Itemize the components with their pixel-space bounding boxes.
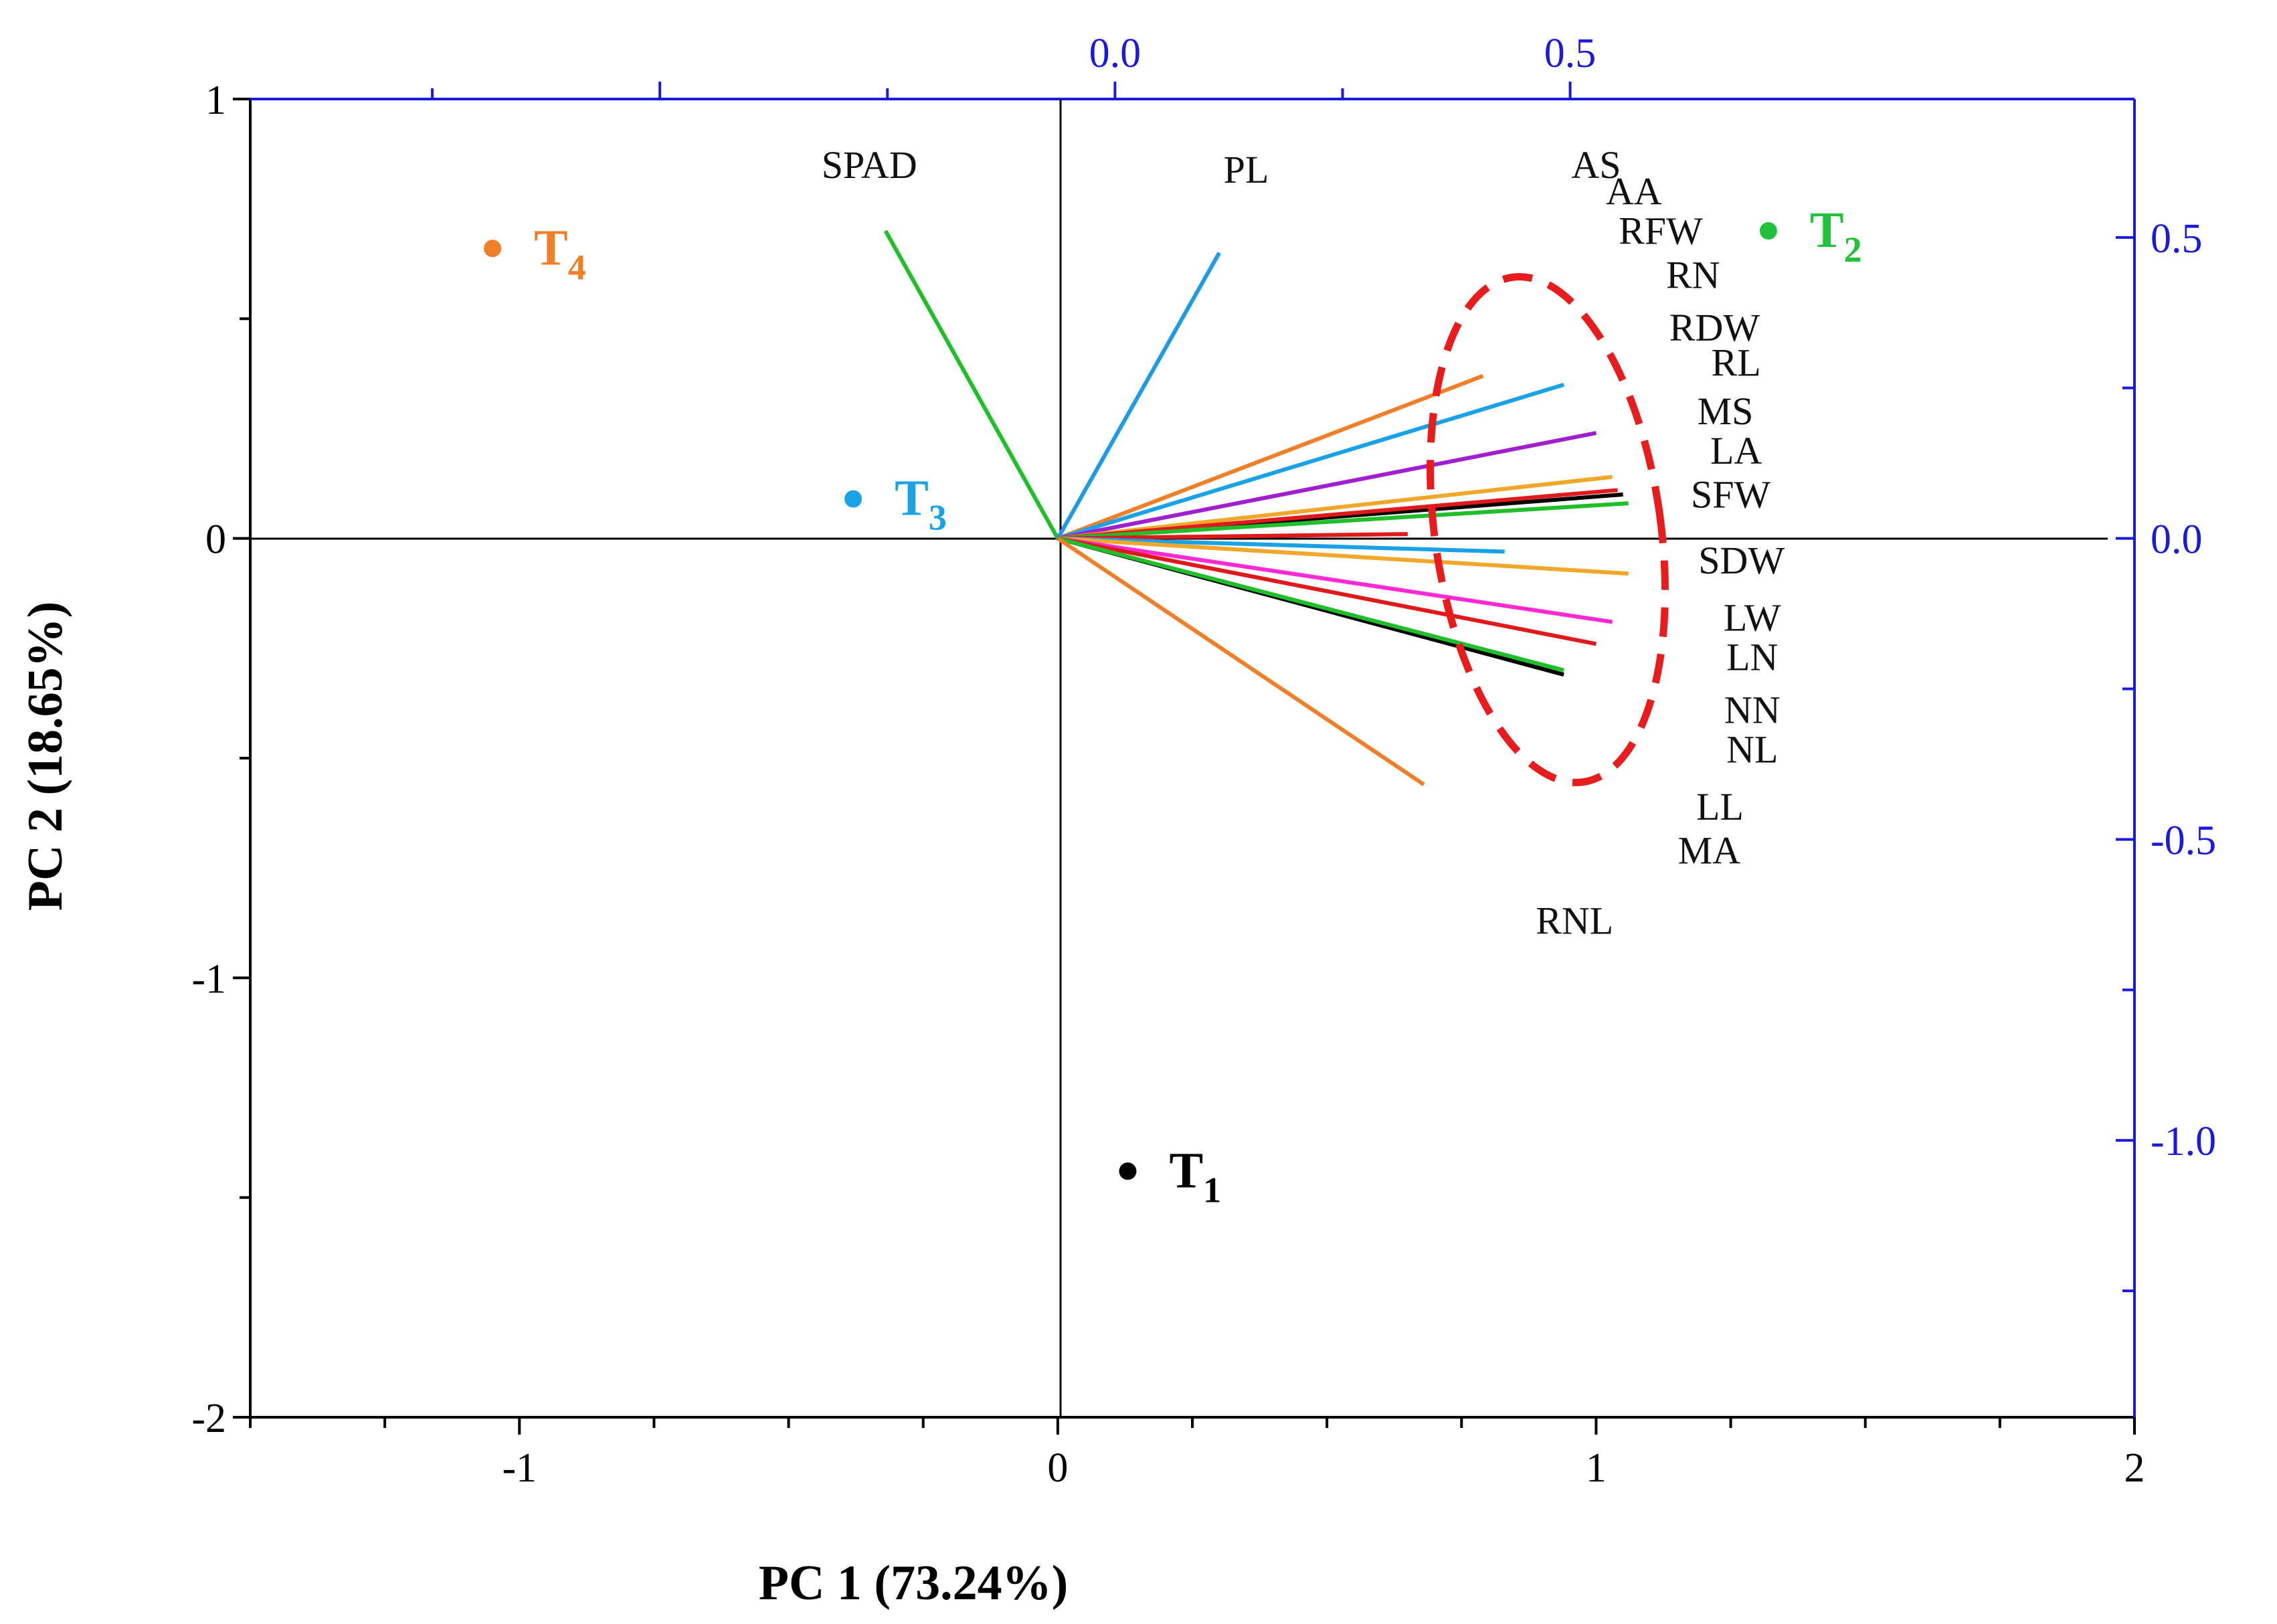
variable-label: MA — [1678, 829, 1741, 873]
variable-label: NN — [1724, 688, 1781, 731]
loading-vector — [1057, 431, 1597, 541]
right-tick-label: -0.5 — [2151, 818, 2216, 863]
treatment-point — [1119, 1162, 1137, 1180]
loading-vector — [1057, 536, 1629, 576]
right-ticks: 0.5 0.0 -0.5 -1.0 — [2116, 216, 2216, 1293]
variable-label: MS — [1698, 389, 1754, 433]
x-tick-label: -1 — [502, 1445, 537, 1491]
right-tick-label: 0.5 — [2151, 216, 2203, 262]
treatment-label: T1 — [1169, 1142, 1221, 1210]
variable-label: SPAD — [822, 143, 917, 187]
variable-label: AA — [1606, 170, 1662, 213]
top-tick-label: 0.5 — [1544, 31, 1597, 76]
loading-vector — [1057, 536, 1597, 646]
right-tick-label: -1.0 — [2151, 1119, 2216, 1164]
variable-label: NL — [1726, 728, 1778, 772]
loading-vector — [883, 230, 1060, 540]
loading-vector — [1056, 252, 1221, 540]
treatment-label: T3 — [895, 470, 947, 538]
left-ticks: 1 0 -1 -2 — [191, 78, 250, 1441]
variable-label: AS — [1571, 143, 1621, 187]
variable-label: LW — [1724, 596, 1781, 640]
variable-label: RL — [1712, 341, 1761, 385]
bottom-ticks: -1 0 1 2 — [249, 1417, 2145, 1491]
treatment-label: T2 — [1810, 202, 1862, 270]
top-ticks: 0.0 0.5 — [431, 31, 1597, 99]
treatment-label: T4 — [534, 219, 586, 287]
y-tick-label: 0 — [205, 517, 226, 563]
x-tick-label: 0 — [1047, 1445, 1068, 1491]
treatment-point — [844, 490, 862, 508]
treatment-point — [484, 240, 502, 258]
loading-vector — [1057, 536, 1564, 672]
variable-label: PL — [1224, 148, 1269, 191]
x-tick-label: 2 — [2124, 1445, 2145, 1491]
y-tick-label: -1 — [191, 956, 226, 1002]
loading-vector — [1057, 532, 1408, 541]
treatment-points: T4 T3 T2 T1 — [484, 202, 1862, 1210]
highlight-ellipse-layer — [1427, 273, 1669, 786]
y-tick-label: -2 — [191, 1396, 226, 1441]
treatment-point — [1759, 222, 1777, 240]
loading-vectors — [883, 230, 1629, 786]
x-tick-label: 1 — [1586, 1445, 1607, 1491]
variable-label: SFW — [1691, 473, 1771, 517]
loading-vector — [1057, 536, 1505, 554]
right-tick-label: 0.0 — [2151, 517, 2203, 563]
loading-vector — [1057, 382, 1565, 541]
loading-vector — [1057, 536, 1613, 624]
variable-label: RNL — [1536, 899, 1613, 943]
top-tick-label: 0.0 — [1089, 31, 1142, 76]
y-tick-label: 1 — [205, 78, 226, 123]
x-axis-title: PC 1 (73.24%) — [759, 1556, 1068, 1611]
loading-vector — [1057, 537, 1425, 786]
variable-label: LN — [1726, 636, 1778, 679]
variable-label: RN — [1666, 253, 1720, 296]
variable-label: LL — [1696, 785, 1744, 828]
loading-vector — [1057, 488, 1618, 541]
variable-label: RDW — [1669, 306, 1760, 349]
variable-label: RFW — [1619, 209, 1703, 253]
variable-label: LA — [1710, 429, 1762, 472]
loading-vector — [1057, 373, 1484, 541]
y-axis-title: PC 2 (18.65%) — [18, 602, 73, 911]
loading-vector — [1057, 501, 1629, 541]
variable-label: SDW — [1698, 539, 1785, 582]
loading-vector — [1057, 474, 1613, 541]
highlight-ellipse — [1427, 273, 1669, 786]
